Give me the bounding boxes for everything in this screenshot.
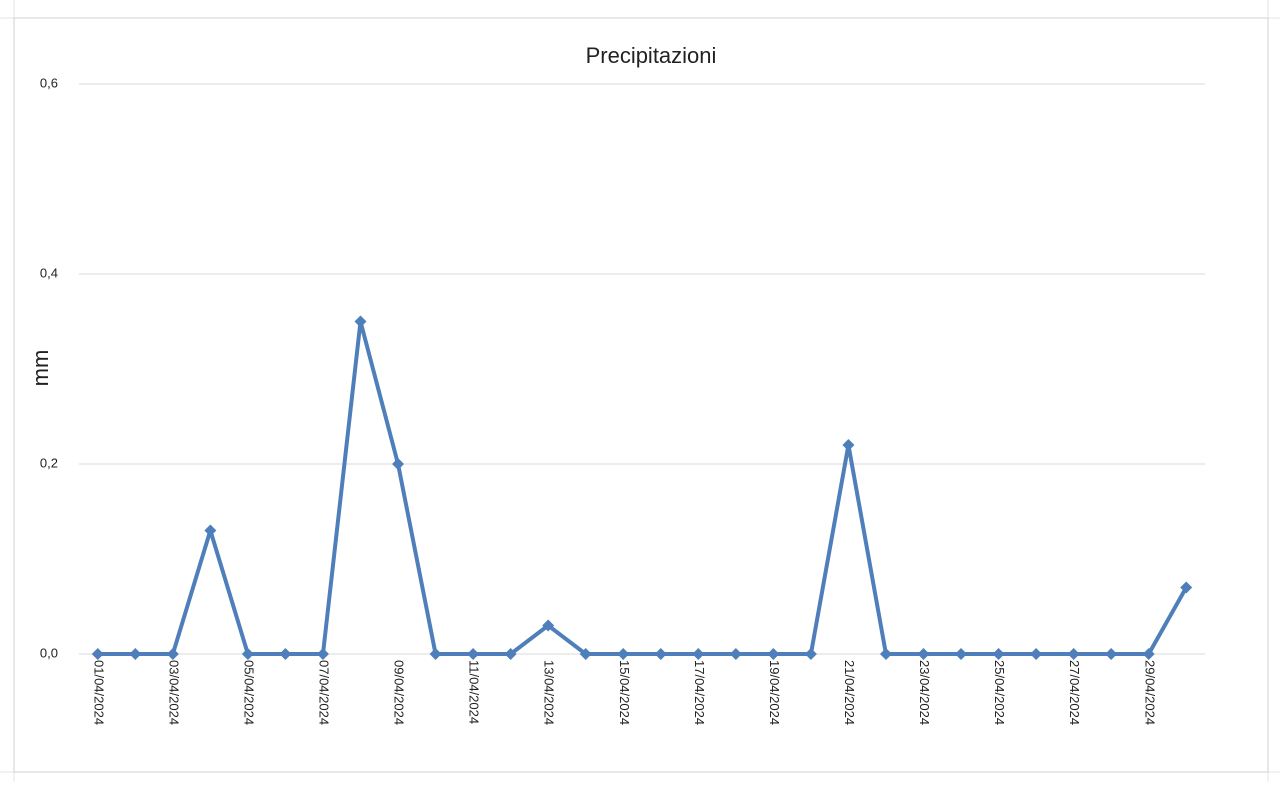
marker: [316, 648, 329, 660]
marker: [729, 648, 742, 660]
marker: [91, 648, 104, 660]
x-tick-label: 05/04/2024: [241, 660, 256, 725]
marker: [692, 648, 705, 660]
marker: [654, 648, 667, 660]
marker: [129, 648, 142, 660]
x-tick-label: 09/04/2024: [392, 660, 407, 725]
x-tick-label: 01/04/2024: [91, 660, 106, 725]
marker: [917, 648, 930, 660]
marker: [879, 648, 892, 660]
x-tick-label: 27/04/2024: [1067, 660, 1082, 725]
line: [97, 319, 1188, 656]
y-tick-label: 0,0: [40, 645, 58, 660]
x-tick-label: 17/04/2024: [692, 660, 707, 725]
marker: [842, 439, 855, 451]
x-tick-label: 07/04/2024: [317, 660, 332, 725]
x-tick-label: 25/04/2024: [992, 660, 1007, 725]
marker: [579, 648, 592, 660]
marker: [1030, 648, 1043, 660]
x-tick-label: 29/04/2024: [1142, 660, 1157, 725]
marker: [204, 524, 217, 537]
x-tick-label: 11/04/2024: [467, 660, 482, 724]
marker: [1180, 581, 1193, 594]
marker: [504, 648, 517, 660]
marker: [617, 648, 630, 660]
marker: [992, 648, 1005, 660]
marker: [1105, 648, 1118, 660]
marker: [467, 648, 480, 660]
marker: [429, 648, 442, 660]
x-tick-label: 03/04/2024: [166, 660, 181, 725]
y-tick-label: 0,4: [40, 265, 58, 280]
y-axis-label: mm: [28, 350, 53, 387]
marker: [767, 648, 780, 660]
marker: [279, 648, 292, 660]
x-tick-label: 19/04/2024: [767, 660, 782, 725]
marker: [1142, 648, 1155, 660]
x-tick-label: 15/04/2024: [617, 660, 632, 725]
chart-area: [13, 17, 1269, 773]
x-tick-label: 13/04/2024: [542, 660, 557, 725]
marker: [166, 648, 179, 660]
marker: [392, 458, 405, 470]
y-tick-label: 0,6: [40, 75, 58, 90]
marker: [241, 648, 254, 660]
marker: [955, 648, 968, 660]
marker: [804, 648, 817, 660]
marker: [1067, 648, 1080, 660]
x-tick-label: 21/04/2024: [842, 660, 857, 725]
marker: [542, 619, 555, 632]
y-tick-label: 0,2: [40, 455, 58, 470]
x-tick-label: 23/04/2024: [917, 660, 932, 725]
chart-title: Precipitazioni: [586, 43, 717, 68]
marker: [354, 315, 367, 328]
